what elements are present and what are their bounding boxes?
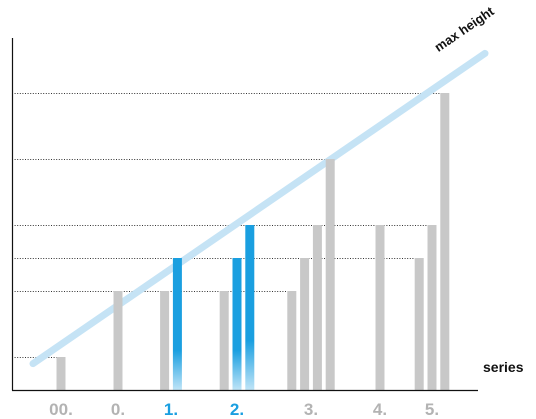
bar xyxy=(312,225,322,390)
axes xyxy=(11,38,478,392)
x-tick-label: 5. xyxy=(425,400,439,419)
bar xyxy=(287,291,297,390)
bar xyxy=(160,291,170,390)
max-height-label: max height xyxy=(432,3,498,55)
x-tick-label: 00. xyxy=(49,400,73,419)
bar-highlight xyxy=(232,258,242,390)
x-tick-labels: 00. 0. 1. 2. 3. 4. 5. xyxy=(49,400,439,419)
bar-highlight xyxy=(245,225,255,390)
max-height-line xyxy=(29,49,489,368)
bars xyxy=(56,93,450,390)
bar xyxy=(113,291,123,390)
bar xyxy=(414,258,424,390)
bar xyxy=(440,93,450,390)
bar xyxy=(56,357,66,390)
bar xyxy=(427,225,437,390)
x-tick-label: 0. xyxy=(111,400,125,419)
bar-highlight xyxy=(172,258,182,390)
x-tick-label: 1. xyxy=(164,400,178,419)
bar xyxy=(375,225,385,390)
x-axis-label: series xyxy=(483,359,524,375)
bar xyxy=(300,258,310,390)
x-tick-label: 3. xyxy=(304,400,318,419)
x-tick-label: 2. xyxy=(230,400,244,419)
bar xyxy=(325,159,335,390)
x-tick-label: 4. xyxy=(373,400,387,419)
bar xyxy=(219,291,229,390)
